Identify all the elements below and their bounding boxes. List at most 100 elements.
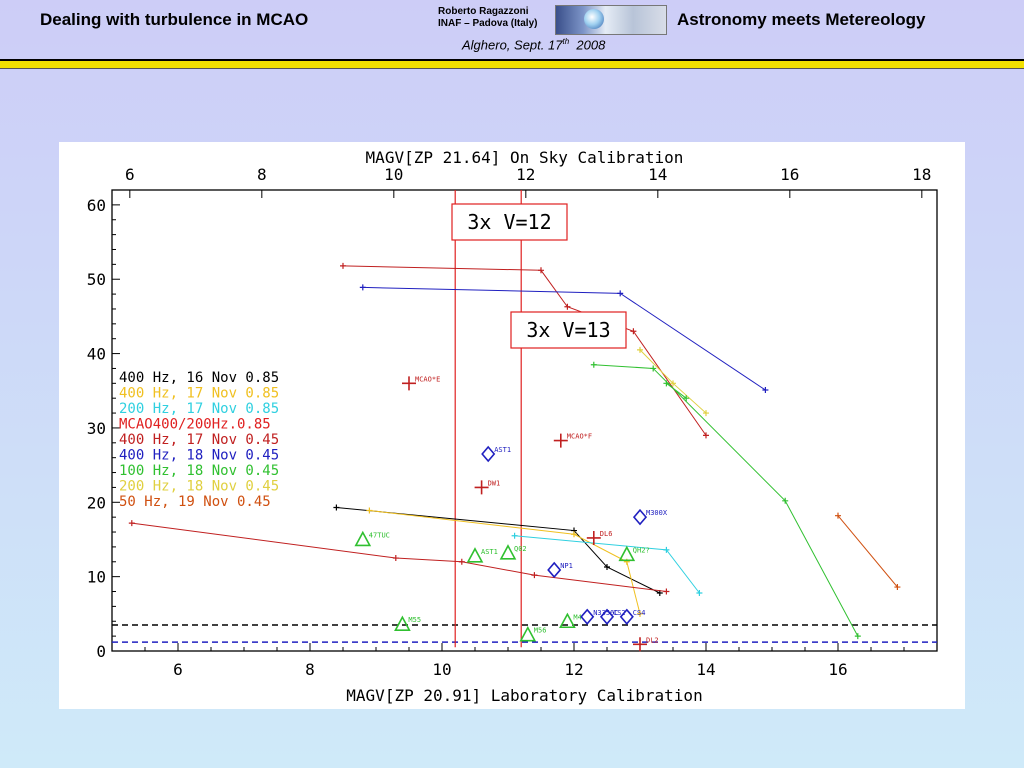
series-point: [531, 572, 538, 579]
logo-orb-icon: [584, 9, 604, 29]
slide-header: Dealing with turbulence in MCAO Roberto …: [0, 0, 1024, 62]
series-point: [392, 555, 399, 562]
series-point: [359, 284, 366, 291]
annotation-triangle-marker: [559, 612, 576, 629]
annotation-triangle-marker: [466, 547, 484, 563]
y-tick-label: 60: [87, 196, 106, 215]
series-line: [837, 515, 898, 588]
annotation-plus-marker: [553, 433, 568, 448]
series-point: [511, 532, 518, 539]
x-tick-label: 6: [173, 660, 183, 679]
venue-ordinal: th: [562, 37, 570, 46]
series-point: [854, 633, 861, 640]
author-name: Roberto Ragazzoni: [438, 6, 529, 17]
top-tick-label: 14: [648, 165, 667, 184]
annotation-label: MCAO*E: [415, 375, 440, 383]
x-tick-label: 10: [432, 660, 451, 679]
top-axis-label: MAGV[ZP 21.64] On Sky Calibration: [366, 148, 684, 167]
series-line: [131, 522, 667, 593]
chart-svg: 6 8 10 12 14 16 6 8 10 12 14 16 18 0 10 20 30 40 50 60 MAGV[…: [87, 148, 938, 705]
y-tick-label: 20: [87, 493, 106, 512]
annotation-diamond-marker: [481, 445, 496, 463]
annotation-label: DW1: [488, 479, 501, 487]
annotation-label: AST1: [481, 548, 498, 556]
series-line: [369, 509, 641, 614]
series-point: [333, 504, 340, 511]
annotation-label: 47TUC: [369, 531, 390, 539]
series-point: [571, 531, 577, 538]
series-point: [538, 267, 544, 274]
venue-line: Alghero, Sept. 17th 2008: [462, 37, 605, 52]
annotation-triangle-marker: [354, 530, 372, 547]
legend-entry: 400 Hz, 17 Nov 0.45: [119, 432, 279, 448]
annotation-triangle-marker: [618, 545, 636, 562]
top-tick-label: 18: [912, 165, 931, 184]
annotation-plus-marker: [586, 530, 601, 545]
series-point: [128, 520, 135, 527]
threshold-label: 3x V=12: [467, 210, 551, 234]
series-point: [637, 346, 643, 353]
threshold-label-box: [451, 203, 568, 241]
y-tick-label: 0: [96, 642, 106, 661]
threshold-label: 3x V=13: [526, 318, 610, 342]
venue-year: 2008: [576, 37, 606, 53]
annotation-label: AST1: [494, 446, 511, 454]
x-axis-label: MAGV[ZP 20.91] Laboratory Calibration: [346, 686, 702, 705]
venue-place-date: Alghero, Sept. 17: [462, 37, 563, 53]
x-tick-label: 12: [564, 660, 583, 679]
series-point: [782, 497, 789, 504]
series-line: [666, 382, 687, 399]
annotation-label: M4: [573, 613, 581, 621]
top-tick-label: 6: [125, 165, 135, 184]
series-line: [593, 364, 859, 637]
annotation-triangle-marker: [394, 615, 411, 632]
x-tick-label: 8: [305, 660, 315, 679]
chart-panel: 6 8 10 12 14 16 6 8 10 12 14 16 18 0 10 20 30 40 50 60 MAGV[…: [59, 142, 965, 709]
annotation-label: DL6: [600, 530, 613, 538]
series-point: [564, 303, 571, 310]
top-tick-label: 12: [516, 165, 535, 184]
series-point: [366, 507, 373, 514]
series-point: [703, 410, 709, 417]
legend-entry: MCAO400/200Hz.0.85: [119, 417, 271, 433]
threshold-label-box: [510, 311, 627, 349]
series-line: [336, 506, 661, 594]
y-tick-label: 40: [87, 345, 106, 364]
series-point: [696, 590, 703, 597]
annotation-label: Q02: [514, 545, 527, 553]
series-point: [340, 262, 346, 269]
annotation-diamond-marker: [580, 608, 595, 626]
top-tick-label: 8: [257, 165, 267, 184]
annotation-label: CS4: [633, 609, 646, 617]
annotation-diamond-marker: [632, 508, 648, 526]
annotation-label: MCAO*F: [567, 433, 592, 441]
y-tick-label: 30: [87, 419, 106, 438]
series-point: [835, 512, 841, 519]
series-point: [663, 546, 670, 553]
header-left-title: Dealing with turbulence in MCAO: [40, 10, 309, 29]
series-point: [650, 365, 657, 372]
series-point: [630, 328, 637, 335]
header-divider: [0, 59, 1024, 69]
annotation-triangle-marker: [499, 544, 517, 560]
author-affiliation: INAF – Padova (Italy): [438, 18, 538, 29]
series-point: [762, 387, 769, 394]
annotation-label: M300X: [646, 509, 668, 517]
plot-frame: [111, 189, 938, 652]
series-point: [703, 432, 709, 439]
series-point: [894, 584, 901, 591]
series-point: [617, 290, 624, 297]
series-point: [637, 610, 643, 617]
x-tick-label: 14: [696, 660, 715, 679]
annotation-label: N3356C: [593, 609, 618, 617]
legend-entry: 400 Hz, 16 Nov 0.85: [119, 370, 279, 386]
annotation-diamond-marker: [619, 608, 634, 626]
series-point: [670, 380, 676, 387]
top-tick-label: 16: [780, 165, 799, 184]
annotation-plus-marker: [474, 480, 489, 495]
annotation-label: CS2: [613, 609, 626, 617]
series-point: [663, 380, 670, 387]
legend-entry: 100 Hz, 18 Nov 0.45: [119, 463, 279, 479]
annotation-plus-marker: [402, 376, 416, 391]
author-block: Roberto Ragazzoni INAF – Padova (Italy): [438, 6, 537, 30]
